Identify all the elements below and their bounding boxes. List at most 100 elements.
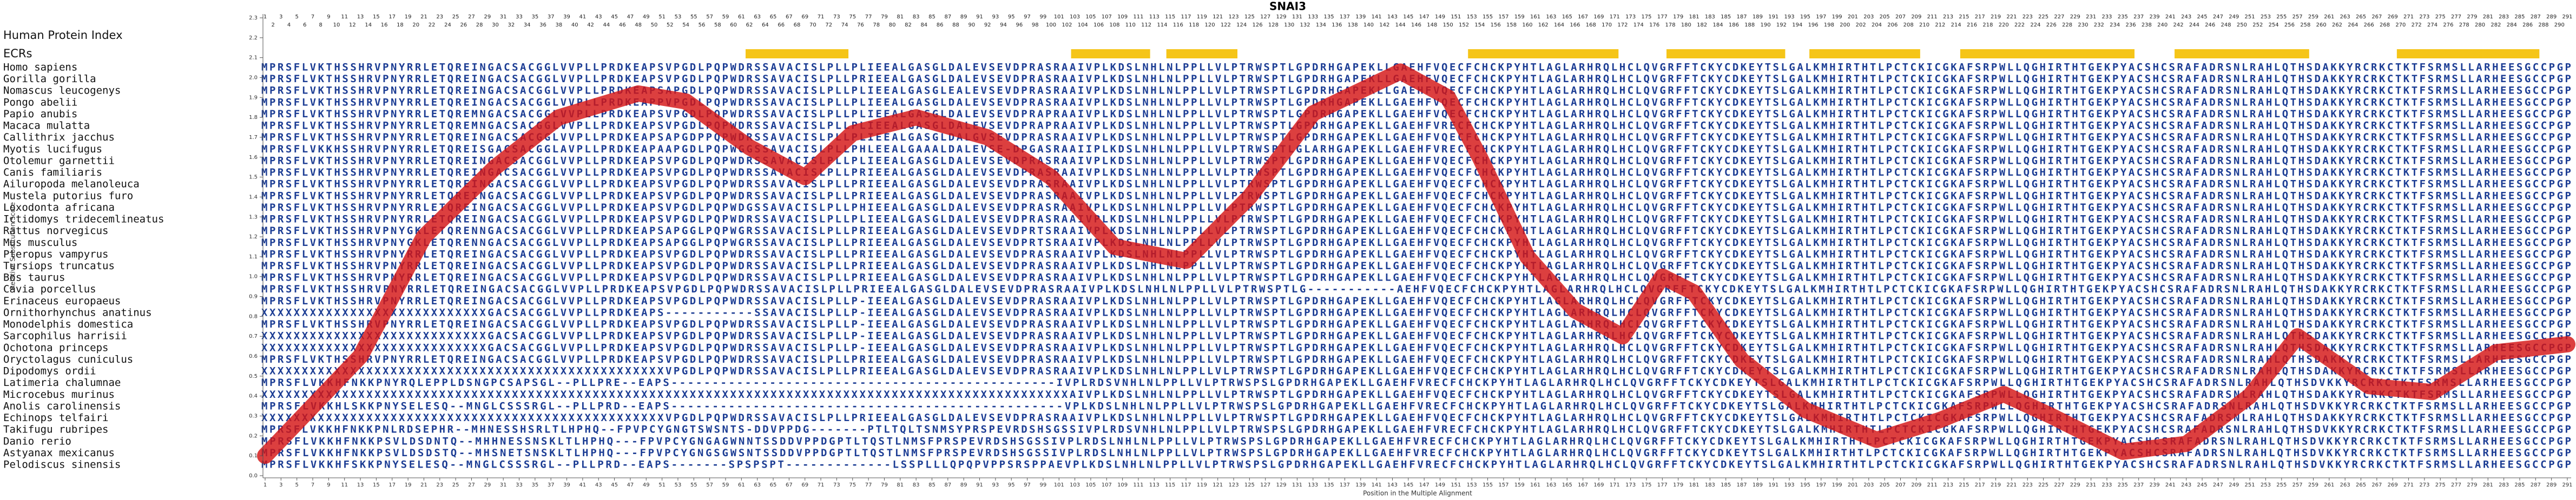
protein-index: 265 <box>2356 14 2366 20</box>
x-tick-label: 265 <box>2356 482 2366 488</box>
protein-index: 93 <box>992 14 999 20</box>
x-tick-label: 291 <box>2562 482 2572 488</box>
species-label: Papio anubis <box>3 108 77 120</box>
x-tick-label: 241 <box>2165 482 2176 488</box>
x-tick-label: 77 <box>865 482 872 488</box>
protein-index: 82 <box>905 22 912 28</box>
x-tick-label: 103 <box>1070 482 1080 488</box>
protein-index: 92 <box>984 22 991 28</box>
protein-index: 209 <box>1911 14 1921 20</box>
x-tick-label: 49 <box>643 482 650 488</box>
protein-index: 236 <box>2125 22 2136 28</box>
protein-index: 128 <box>1268 22 1279 28</box>
protein-index: 242 <box>2173 22 2184 28</box>
protein-index: 97 <box>1024 14 1031 20</box>
protein-index: 211 <box>1927 14 1938 20</box>
species-label: Macaca mulatta <box>3 120 90 132</box>
protein-index: 157 <box>1498 14 1508 20</box>
protein-index: 200 <box>1840 22 1850 28</box>
protein-index: 106 <box>1093 22 1104 28</box>
protein-index: 217 <box>1975 14 1985 20</box>
protein-index: 141 <box>1372 14 1382 20</box>
protein-index: 272 <box>2412 22 2422 28</box>
x-tick-label: 7 <box>311 482 314 488</box>
protein-index: 180 <box>1681 22 1691 28</box>
protein-index: 48 <box>635 22 642 28</box>
protein-index: 39 <box>563 14 570 20</box>
protein-index: 164 <box>1554 22 1564 28</box>
x-tick-label: 109 <box>1117 482 1128 488</box>
ecr-block <box>1468 49 1619 58</box>
protein-index: 17 <box>388 14 396 20</box>
protein-index: 285 <box>2514 14 2525 20</box>
protein-index: 140 <box>1363 22 1374 28</box>
protein-index: 130 <box>1284 22 1294 28</box>
x-tick-label: 177 <box>1657 482 1668 488</box>
protein-index: 119 <box>1197 14 1207 20</box>
protein-index: 218 <box>1982 22 1993 28</box>
x-tick-label: 279 <box>2467 482 2477 488</box>
protein-index: 159 <box>1514 14 1525 20</box>
protein-index: 247 <box>2213 14 2223 20</box>
x-tick-label: 231 <box>2086 482 2096 488</box>
protein-index: 243 <box>2181 14 2191 20</box>
protein-index: 135 <box>1324 14 1334 20</box>
x-tick-label: 247 <box>2213 482 2223 488</box>
protein-index: 248 <box>2221 22 2231 28</box>
protein-index: 38 <box>556 22 563 28</box>
protein-index: 252 <box>2252 22 2263 28</box>
x-tick-label: 101 <box>1054 482 1064 488</box>
y-tick-label: 1.8 <box>249 115 258 121</box>
protein-index: 74 <box>841 22 848 28</box>
y-tick-label: 1.2 <box>249 234 258 240</box>
protein-index: 155 <box>1483 14 1493 20</box>
protein-index: 36 <box>539 22 546 28</box>
protein-index: 229 <box>2070 14 2080 20</box>
protein-index: 239 <box>2149 14 2159 20</box>
ecr-block <box>1166 49 1238 58</box>
protein-index: 70 <box>809 22 816 28</box>
species-label: Homo sapiens <box>3 62 77 74</box>
protein-index: 152 <box>1459 22 1469 28</box>
protein-index: 95 <box>1008 14 1015 20</box>
protein-index: 14 <box>365 22 372 28</box>
protein-index: 98 <box>1032 22 1039 28</box>
protein-index: 127 <box>1260 14 1270 20</box>
protein-index: 122 <box>1221 22 1231 28</box>
protein-index: 258 <box>2300 22 2310 28</box>
protein-index: 206 <box>1887 22 1898 28</box>
plot-area <box>257 63 2575 464</box>
x-tick-label: 191 <box>1768 482 1778 488</box>
x-tick-label: 239 <box>2149 482 2159 488</box>
protein-index: 20 <box>412 22 419 28</box>
x-tick-label: 79 <box>881 482 888 488</box>
x-tick-label: 137 <box>1340 482 1350 488</box>
x-tick-label: 189 <box>1753 482 1763 488</box>
x-tick-label: 157 <box>1498 482 1508 488</box>
protein-index: 235 <box>2118 14 2128 20</box>
protein-index: 27 <box>468 14 475 20</box>
species-label: Anolis carolinensis <box>3 400 121 412</box>
x-tick-label: 117 <box>1181 482 1191 488</box>
protein-index: 240 <box>2157 22 2167 28</box>
species-label: Takifugu rubripes <box>3 424 108 436</box>
protein-index: 19 <box>405 14 412 20</box>
x-tick-label: 73 <box>833 482 840 488</box>
protein-index: 126 <box>1253 22 1263 28</box>
x-tick-label: 199 <box>1832 482 1842 488</box>
protein-index: 52 <box>667 22 674 28</box>
protein-index: 58 <box>714 22 721 28</box>
protein-index: 257 <box>2292 14 2303 20</box>
protein-index: 143 <box>1387 14 1398 20</box>
x-tick-label: 67 <box>786 482 793 488</box>
protein-index: 73 <box>833 14 840 20</box>
protein-index: 151 <box>1451 14 1461 20</box>
protein-index: 54 <box>682 22 689 28</box>
x-axis-label: Position in the Multiple Alignment <box>1363 490 1472 497</box>
x-tick-label: 169 <box>1593 482 1604 488</box>
protein-index: 207 <box>1895 14 1906 20</box>
protein-index: 245 <box>2197 14 2208 20</box>
x-tick-label: 17 <box>388 482 396 488</box>
protein-index: 60 <box>730 22 737 28</box>
protein-index: 176 <box>1649 22 1659 28</box>
